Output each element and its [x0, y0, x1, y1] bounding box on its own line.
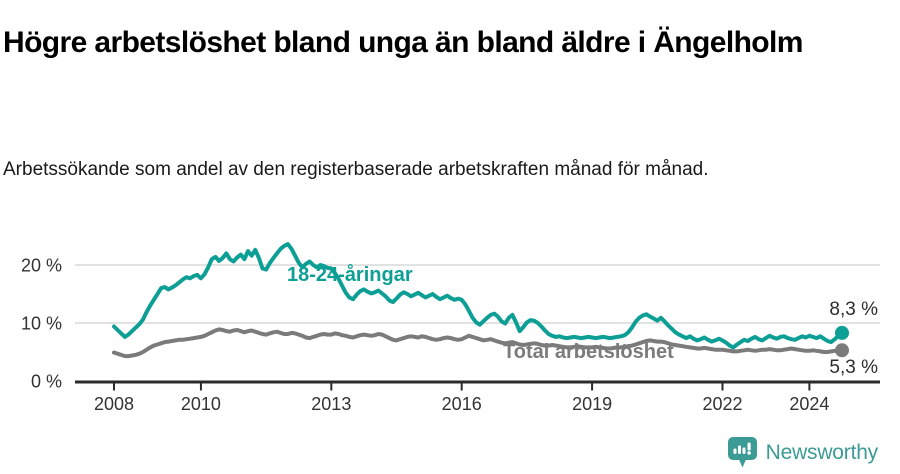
series-line-young — [112, 242, 844, 350]
x-tick-label: 2013 — [311, 394, 351, 414]
x-tick-label: 2016 — [442, 394, 482, 414]
x-tick-label: 2008 — [94, 394, 134, 414]
newsworthy-brand[interactable]: Newsworthy — [727, 436, 878, 469]
y-tick-label: 0 % — [31, 372, 62, 392]
x-tick-label: 2022 — [702, 394, 742, 414]
series-label-young: 18-24-åringar — [287, 264, 413, 286]
x-tick-label: 2019 — [572, 394, 612, 414]
newsworthy-logo-icon — [727, 436, 758, 469]
x-tick-label: 2010 — [181, 394, 221, 414]
page-title: Högre arbetslöshet bland unga än bland ä… — [3, 26, 803, 60]
x-tick-label: 2024 — [789, 394, 829, 414]
end-value-young: 8,3 % — [829, 299, 878, 320]
y-tick-label: 20 % — [21, 256, 62, 276]
series-end-dot-total — [835, 343, 849, 358]
brand-name: Newsworthy — [765, 440, 879, 464]
page-subtitle: Arbetssökande som andel av den registerb… — [3, 159, 709, 180]
end-value-total: 5,3 % — [829, 357, 878, 378]
line-chart: 0 % 10 % 20 % 2008 2010 2013 2016 2019 2022 2024 — [21, 242, 880, 414]
series-end-dot-young — [835, 325, 849, 340]
y-tick-label: 10 % — [21, 314, 62, 334]
series-line-total — [112, 327, 844, 359]
series-label-total: Total arbetslöshet — [503, 341, 674, 363]
